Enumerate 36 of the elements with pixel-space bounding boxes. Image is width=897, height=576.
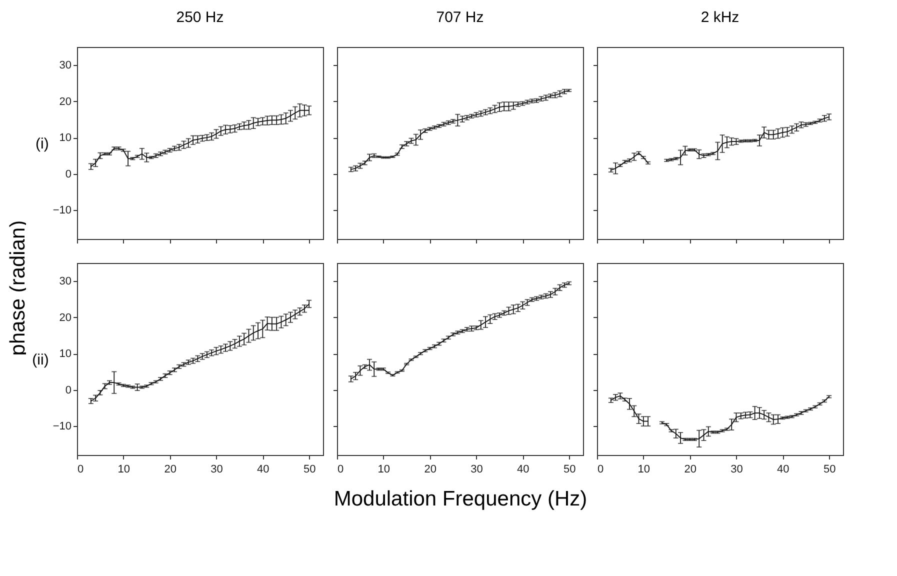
x-tick-label: 10 [638, 464, 650, 476]
y-tick-label: 0 [65, 384, 72, 396]
x-tick-label: 0 [338, 464, 344, 476]
x-tick-label: 30 [470, 464, 483, 476]
x-axis-title: Modulation Frequency (Hz) [334, 488, 588, 510]
x-tick-label: 20 [164, 464, 176, 476]
x-tick-label: 30 [730, 464, 743, 476]
x-tick-label: 30 [210, 464, 223, 476]
text: (i) [36, 136, 49, 152]
x-tick-label: 0 [598, 464, 604, 476]
x-tick-label: 50 [563, 464, 576, 476]
x-tick-label: 20 [424, 464, 436, 476]
y-tick-label: 30 [59, 60, 72, 72]
y-tick-label: −10 [52, 420, 72, 433]
x-tick-label: 50 [823, 464, 836, 476]
y-axis-title: phase (radian) [7, 220, 31, 356]
x-tick-label: 50 [303, 464, 316, 476]
y-tick-label: 20 [59, 96, 72, 108]
x-tick-label: 10 [378, 464, 390, 476]
chart-title: 2 kHz [700, 9, 740, 26]
x-tick-label: 40 [517, 464, 530, 476]
y-tick-label: 0 [65, 168, 72, 180]
x-tick-label: 40 [257, 464, 270, 476]
y-tick-label: 20 [59, 312, 72, 324]
y-tick-label: 10 [59, 348, 72, 360]
x-tick-label: 20 [684, 464, 696, 476]
x-tick-label: 0 [78, 464, 84, 476]
y-tick-label: 30 [59, 276, 72, 288]
y-tick-label: −10 [52, 204, 72, 217]
line-series [90, 303, 310, 402]
text: (ii) [32, 352, 49, 368]
y-tick-label: 10 [59, 132, 72, 144]
chart-title: 707 Hz [436, 9, 484, 26]
x-tick-label: 40 [777, 464, 790, 476]
chart-title: 250 Hz [176, 9, 224, 26]
x-tick-label: 10 [118, 464, 130, 476]
